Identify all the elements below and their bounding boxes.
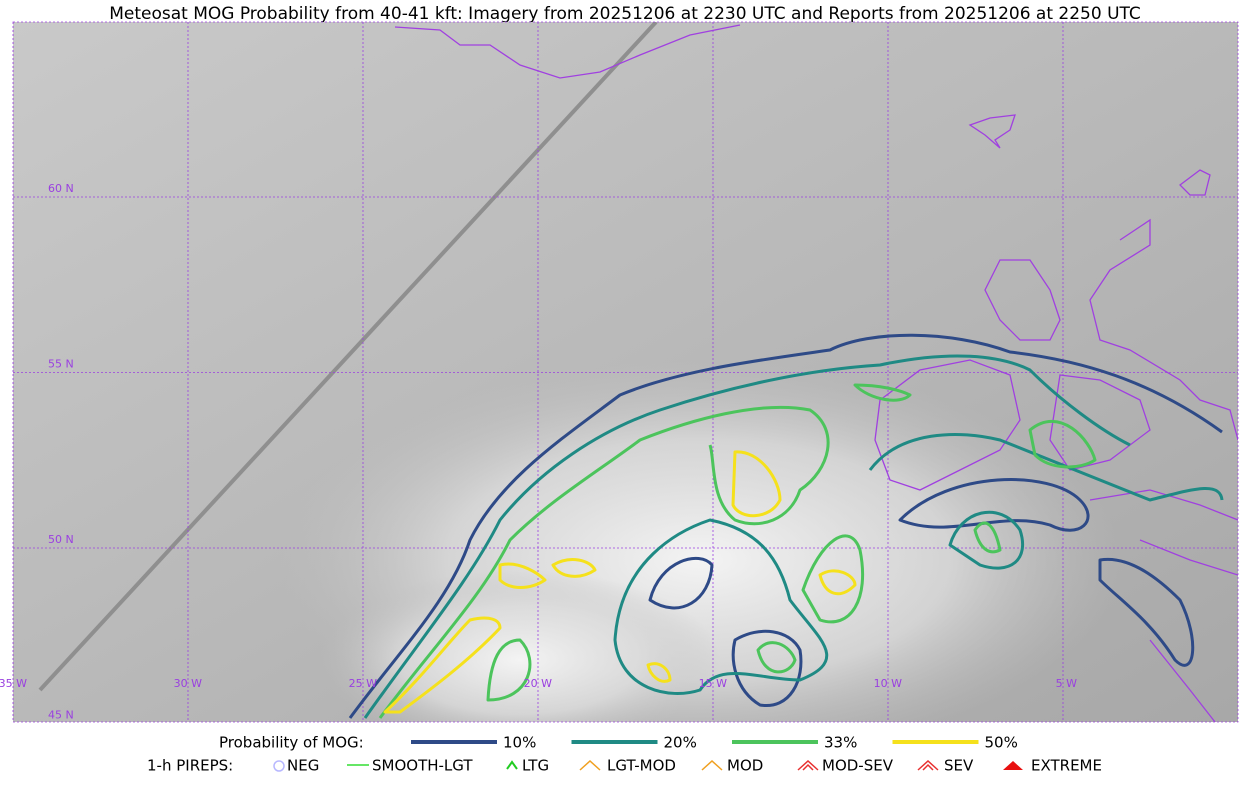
longitude-label: 25 W bbox=[349, 677, 377, 690]
coastline bbox=[968, 114, 1016, 149]
longitude-label: 15 W bbox=[699, 677, 727, 690]
legend-label: Probability of MOG: bbox=[219, 734, 364, 752]
legend: 10% 20% 33% 50% NEG SMOOTH-LGT LTG LGT-MOD MOD MO… bbox=[273, 734, 1102, 775]
legend-icon bbox=[797, 759, 819, 771]
latitude-label: 50 N bbox=[48, 533, 74, 546]
longitude-label: 20 W bbox=[524, 677, 552, 690]
contour-20 bbox=[613, 510, 1025, 695]
legend-entry: 10% bbox=[503, 734, 536, 752]
legend-entry: SEV bbox=[944, 757, 974, 775]
legend-icon bbox=[273, 760, 285, 772]
coastline bbox=[874, 359, 1021, 491]
coastline bbox=[1089, 489, 1238, 722]
legend-icon bbox=[579, 759, 601, 771]
latitude-label: 45 N bbox=[48, 709, 74, 722]
coastline bbox=[1089, 218, 1238, 441]
legend-entry: NEG bbox=[287, 757, 319, 775]
longitude-label: 10 W bbox=[874, 677, 902, 690]
contour-50 bbox=[383, 450, 857, 714]
contour-10 bbox=[648, 478, 1195, 707]
legend-label: 1-h PIREPS: bbox=[147, 757, 233, 775]
legend-icon bbox=[701, 759, 723, 771]
coastline bbox=[394, 24, 741, 79]
legend-entry: EXTREME bbox=[1031, 757, 1102, 775]
legend-entry: MOD bbox=[727, 757, 763, 775]
latitude-label: 60 N bbox=[48, 182, 74, 195]
coastlines bbox=[394, 24, 1238, 722]
contour-10 bbox=[348, 333, 1223, 719]
legend-entry: LTG bbox=[522, 757, 549, 775]
map-frame bbox=[12, 21, 1239, 723]
map bbox=[13, 22, 1238, 722]
coastline bbox=[1179, 169, 1211, 196]
latitude-label: 55 N bbox=[48, 358, 74, 371]
legend-entry: LGT-MOD bbox=[607, 757, 676, 775]
title: Meteosat MOG Probability from 40-41 kft:… bbox=[109, 4, 1141, 24]
legend-icon bbox=[506, 760, 518, 770]
longitude-label: 30 W bbox=[174, 677, 202, 690]
contours bbox=[348, 333, 1224, 719]
cloud-band bbox=[320, 570, 720, 722]
scan-artifact bbox=[38, 22, 658, 692]
legend-entry: MOD-SEV bbox=[822, 757, 894, 775]
legend-entry: 33% bbox=[824, 734, 857, 752]
coastline bbox=[984, 259, 1061, 341]
legend-icon bbox=[1003, 761, 1023, 770]
longitude-label: 5 W bbox=[1056, 677, 1077, 690]
legend-icon bbox=[917, 759, 939, 771]
longitude-label: 35 W bbox=[0, 677, 27, 690]
legend-entry: 50% bbox=[985, 734, 1018, 752]
contour-33 bbox=[378, 383, 1097, 719]
legend-entry: SMOOTH-LGT bbox=[372, 757, 473, 775]
contour-20 bbox=[363, 354, 1224, 719]
legend-entry: 20% bbox=[664, 734, 697, 752]
